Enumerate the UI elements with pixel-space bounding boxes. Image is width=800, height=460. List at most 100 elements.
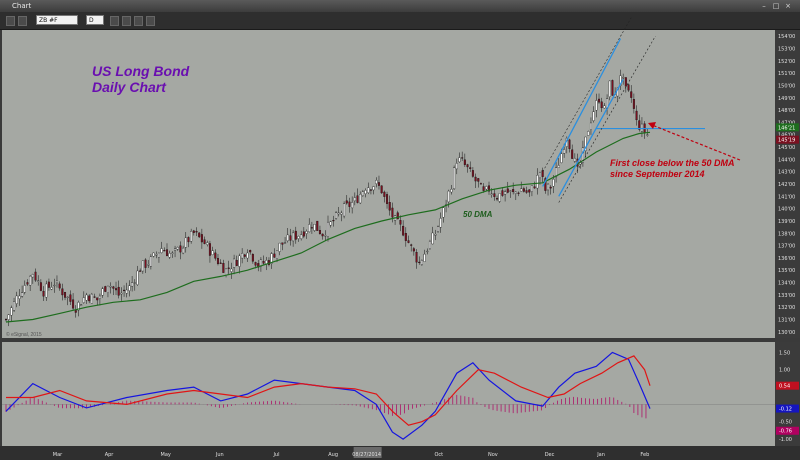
candle-body [176, 246, 179, 250]
zoom-icon[interactable] [146, 16, 155, 26]
candle-body [573, 157, 576, 162]
candle [115, 281, 118, 296]
candle-body [262, 261, 265, 264]
candle-body [115, 288, 118, 291]
candle-body [361, 191, 364, 196]
channel-line-lower [558, 36, 656, 203]
candle-body [332, 220, 335, 222]
candle-body [235, 259, 238, 266]
candle [112, 285, 115, 296]
candle [635, 105, 638, 126]
candle-body [141, 260, 144, 272]
macd-value-tag [776, 381, 799, 390]
candle-body [157, 252, 160, 258]
candle-body [402, 225, 405, 236]
candle [47, 278, 50, 291]
price-axis [775, 30, 800, 338]
study-icon[interactable] [134, 16, 143, 26]
candle [458, 152, 461, 163]
candle [15, 291, 18, 308]
candle-body [466, 164, 469, 168]
symbol-input[interactable]: ZB #F [36, 15, 78, 25]
candle [208, 240, 211, 263]
candle-body [297, 236, 300, 239]
candle-body [493, 193, 496, 197]
cursor-icon[interactable] [18, 16, 27, 26]
time-tick-label: Jul [272, 452, 279, 458]
maximize-icon[interactable]: □ [772, 2, 780, 10]
interval-input[interactable]: D [86, 15, 104, 25]
candle [431, 226, 434, 245]
candle-body [536, 175, 539, 189]
candle [340, 210, 343, 222]
candle [171, 251, 174, 258]
candle [571, 144, 574, 159]
candle-body [101, 288, 104, 296]
candle [404, 227, 407, 247]
candle [34, 268, 37, 282]
candle-body [144, 259, 147, 268]
candle [622, 73, 625, 85]
link-icon[interactable] [6, 16, 15, 26]
candle [399, 215, 402, 232]
candle-body [340, 212, 343, 215]
draw-icon[interactable] [122, 16, 131, 26]
candle-body [598, 98, 601, 103]
candle [206, 240, 209, 247]
candle [39, 279, 42, 292]
candle-body [627, 84, 630, 91]
bar-type-icon[interactable] [110, 16, 119, 26]
candle-body [55, 280, 58, 284]
price-tick-label: 138'00 [778, 231, 795, 237]
candle-body [375, 180, 378, 184]
candle-body [278, 242, 281, 252]
candle [165, 243, 169, 257]
candle [74, 305, 77, 318]
candle-body [388, 202, 391, 211]
candle-body [498, 193, 501, 202]
candle-body [53, 284, 56, 287]
candle [219, 259, 222, 264]
candle-body [442, 207, 445, 218]
candles-group [4, 69, 649, 327]
candle [624, 77, 627, 93]
candle-body [85, 294, 88, 301]
dma-50-line [5, 131, 651, 323]
candle-body [383, 191, 386, 197]
candle-body [525, 190, 528, 193]
candle-body [600, 101, 603, 109]
candle-body [77, 302, 80, 311]
candle [555, 161, 558, 183]
candle-body [206, 242, 209, 245]
candle [375, 177, 378, 188]
candle [482, 183, 485, 193]
candle [139, 268, 142, 272]
candle-body [541, 170, 544, 177]
candle-body [447, 190, 450, 203]
candle-body [568, 139, 571, 149]
candle [147, 259, 150, 268]
candle-body [120, 292, 123, 295]
time-tick-label: 08/27/2014 [352, 452, 381, 458]
candle-body [219, 262, 222, 264]
candle [294, 226, 297, 244]
candle-body [37, 280, 40, 282]
candle-body [289, 235, 292, 241]
candle-body [305, 231, 308, 234]
candle [302, 227, 305, 239]
candle-body [7, 314, 10, 320]
candle [627, 83, 630, 92]
candle [402, 220, 405, 237]
candle-body [187, 237, 190, 243]
candle-body [608, 80, 611, 97]
macd-tick-label: -0.50 [779, 420, 792, 426]
price-tick-label: 136'00 [778, 256, 795, 262]
close-icon[interactable]: × [785, 2, 791, 10]
candle-body [504, 191, 507, 195]
candle [493, 188, 496, 201]
candle-body [117, 286, 120, 296]
candle-body [34, 271, 37, 281]
minimize-icon[interactable]: – [762, 2, 766, 10]
candle [198, 232, 201, 239]
